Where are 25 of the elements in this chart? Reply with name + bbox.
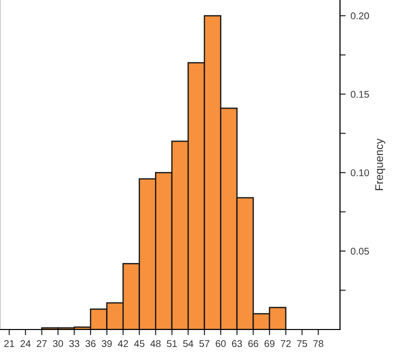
x-tick-label: 78	[313, 340, 324, 348]
x-tick-label: 60	[216, 340, 226, 348]
y-tick-label: 0.05	[350, 248, 369, 255]
x-tick-label: 30	[52, 340, 64, 348]
x-tick-label: 63	[232, 340, 242, 348]
x-tick-label: 24	[20, 340, 31, 347]
x-tick-label: 48	[150, 340, 161, 348]
x-tick-label: 42	[118, 340, 128, 347]
x-tick-label: 75	[297, 340, 308, 348]
y-axis-title: Frequency	[375, 138, 386, 190]
y-tick-label: 0.10	[350, 169, 369, 176]
x-tick-label: 39	[102, 340, 112, 348]
x-tick-label: 36	[86, 340, 96, 348]
x-tick-label: 57	[199, 340, 210, 348]
x-tick-label: 45	[134, 340, 144, 348]
x-tick-label: 51	[166, 340, 177, 348]
x-tick-label: 33	[69, 340, 80, 348]
x-tick-label: 54	[183, 340, 194, 348]
y-tick-label: 0.20	[350, 12, 369, 20]
y-tick-label: 0.15	[350, 90, 369, 98]
x-tick-label: 27	[36, 340, 47, 347]
x-tick-label: 21	[4, 340, 14, 347]
x-tick-label: 72	[280, 340, 291, 347]
x-tick-label: 69	[264, 340, 274, 348]
x-tick-label: 66	[248, 340, 258, 348]
